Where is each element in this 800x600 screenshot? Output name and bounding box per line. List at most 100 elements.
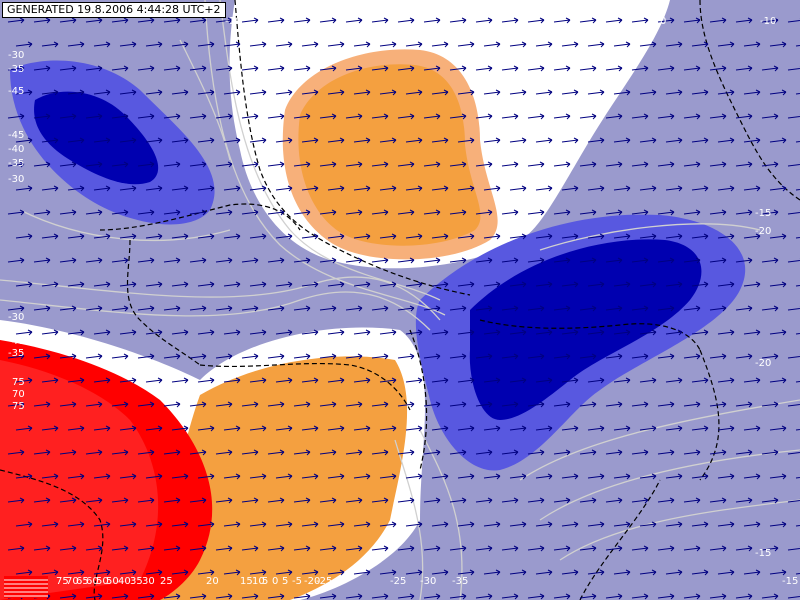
- wind-arrow-icon: [475, 449, 493, 456]
- wind-arrow-icon: [163, 65, 181, 72]
- wind-arrow-icon: [787, 114, 800, 119]
- wind-arrow-icon: [527, 65, 545, 72]
- wind-arrow-icon: [293, 353, 311, 360]
- wind-arrow-icon: [423, 545, 441, 552]
- wind-arrow-icon: [761, 17, 779, 24]
- wind-arrow-icon: [189, 593, 207, 600]
- wind-arrow-icon: [657, 209, 675, 216]
- wind-arrow-icon: [59, 257, 77, 264]
- wind-arrow-icon: [527, 401, 545, 408]
- wind-arrow-icon: [275, 569, 293, 576]
- wind-arrow-icon: [345, 65, 363, 72]
- wind-arrow-icon: [483, 89, 501, 96]
- wind-arrow-icon: [405, 473, 423, 480]
- wind-arrow-icon: [665, 185, 683, 192]
- wind-arrow-icon: [397, 449, 415, 456]
- wind-arrow-icon: [85, 65, 103, 72]
- wind-arrow-icon: [743, 281, 761, 288]
- wind-arrow-icon: [379, 185, 397, 192]
- wind-arrow-icon: [33, 209, 51, 216]
- wind-arrow-icon: [301, 185, 319, 192]
- contour-label: -35: [8, 348, 24, 359]
- wind-arrow-icon: [657, 17, 675, 24]
- wind-arrow-icon: [249, 233, 267, 240]
- contour-label: 65: [76, 576, 89, 587]
- wind-arrow-icon: [293, 593, 311, 600]
- wind-arrow-icon: [709, 161, 727, 168]
- wind-arrow-icon: [171, 473, 189, 480]
- wind-arrow-icon: [7, 353, 25, 360]
- wind-arrow-icon: [709, 113, 727, 120]
- wind-arrow-icon: [85, 353, 103, 360]
- wind-arrow-icon: [561, 137, 579, 144]
- contour-label: 25: [160, 576, 173, 587]
- wind-arrow-icon: [553, 161, 571, 168]
- wind-arrow-icon: [613, 89, 631, 96]
- wind-arrow-icon: [41, 233, 59, 240]
- wind-arrow-icon: [223, 569, 241, 576]
- wind-arrow-icon: [613, 521, 631, 528]
- wind-arrow-icon: [371, 401, 389, 408]
- wind-arrow-icon: [145, 425, 163, 432]
- wind-arrow-icon: [33, 353, 51, 360]
- contour-label: -30: [420, 576, 436, 587]
- wind-arrow-icon: [345, 209, 363, 216]
- wind-arrow-icon: [709, 209, 727, 216]
- wind-arrow-icon: [509, 425, 527, 432]
- wind-arrow-icon: [327, 89, 345, 96]
- wind-arrow-icon: [327, 329, 345, 336]
- wind-arrow-icon: [145, 521, 163, 528]
- wind-arrow-icon: [509, 281, 527, 288]
- wind-arrow-icon: [15, 233, 33, 240]
- wind-arrow-icon: [267, 497, 285, 504]
- wind-arrow-icon: [449, 257, 467, 264]
- wind-arrow-icon: [527, 353, 545, 360]
- wind-arrow-icon: [527, 209, 545, 216]
- contour-label: 70: [66, 576, 79, 587]
- wind-arrow-icon: [613, 41, 631, 48]
- wind-arrow-icon: [665, 41, 683, 48]
- wind-arrow-icon: [639, 137, 657, 144]
- wind-arrow-icon: [7, 161, 25, 168]
- wind-arrow-icon: [15, 377, 33, 384]
- wind-arrow-icon: [119, 473, 137, 480]
- wind-arrow-icon: [483, 281, 501, 288]
- wind-arrow-icon: [267, 305, 285, 312]
- wind-arrow-icon: [787, 594, 800, 599]
- wind-arrow-icon: [319, 593, 337, 600]
- wind-arrow-icon: [457, 281, 475, 288]
- wind-arrow-icon: [301, 521, 319, 528]
- wind-arrow-icon: [795, 524, 800, 527]
- wind-arrow-icon: [535, 281, 553, 288]
- wind-arrow-icon: [59, 401, 77, 408]
- wind-arrow-icon: [163, 113, 181, 120]
- wind-arrow-icon: [509, 137, 527, 144]
- wind-arrow-icon: [709, 257, 727, 264]
- contour-labels-west: -30 -35 -40 -35 75 70 75: [8, 312, 25, 412]
- contour-label: -5: [292, 576, 302, 587]
- wind-arrow-icon: [171, 41, 189, 48]
- wind-arrow-icon: [639, 89, 657, 96]
- wind-arrow-icon: [197, 329, 215, 336]
- wind-arrow-icon: [423, 449, 441, 456]
- wind-arrow-icon: [163, 545, 181, 552]
- wind-arrow-icon: [405, 329, 423, 336]
- wind-arrow-icon: [743, 233, 761, 240]
- wind-arrow-icon: [353, 329, 371, 336]
- wind-arrow-icon: [397, 161, 415, 168]
- wind-arrow-icon: [223, 185, 241, 192]
- wind-arrow-icon: [527, 257, 545, 264]
- wind-arrow-icon: [657, 113, 675, 120]
- wind-arrow-icon: [423, 257, 441, 264]
- wind-arrow-icon: [743, 377, 761, 384]
- wind-arrow-icon: [475, 17, 493, 24]
- wind-arrow-icon: [41, 41, 59, 48]
- wind-arrow-icon: [691, 425, 709, 432]
- wind-arrow-icon: [665, 329, 683, 336]
- wind-arrow-icon: [59, 545, 77, 552]
- wind-arrow-icon: [691, 473, 709, 480]
- wind-arrow-icon: [657, 353, 675, 360]
- wind-arrow-icon: [93, 569, 111, 576]
- wind-arrow-icon: [709, 545, 727, 552]
- wind-arrow-icon: [579, 305, 597, 312]
